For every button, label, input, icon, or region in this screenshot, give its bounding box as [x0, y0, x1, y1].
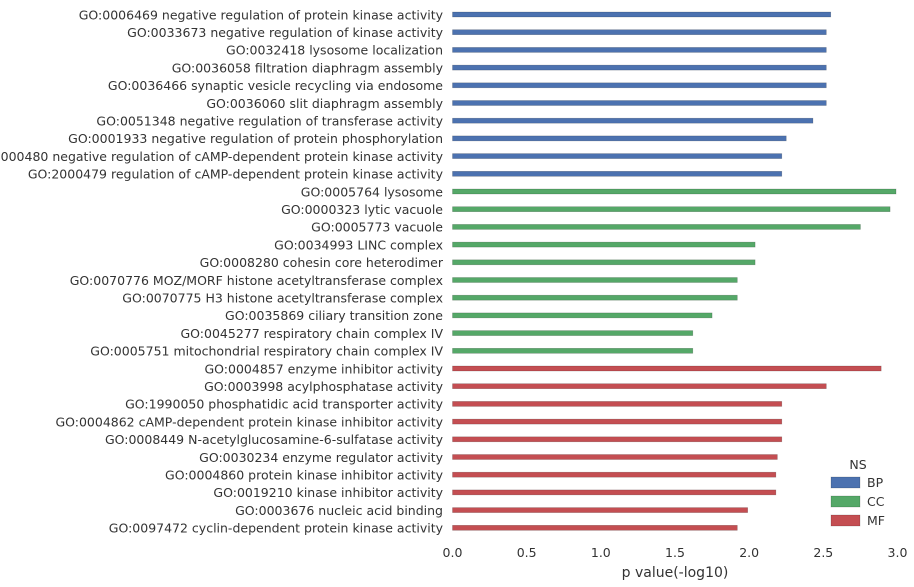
x-tick-label: 0.0: [443, 545, 463, 560]
category-label: GO:0004862 cAMP-dependent protein kinase…: [55, 414, 443, 429]
bar: [452, 330, 694, 336]
bar: [452, 524, 738, 531]
bar: [452, 418, 783, 425]
bar: [452, 29, 827, 36]
x-tick-label: 1.0: [591, 545, 611, 560]
category-label: GO:0005751 mitochondrial respiratory cha…: [90, 344, 443, 359]
category-label: GO:0033673 negative regulation of kinase…: [127, 25, 443, 40]
category-label: GO:0008449 N-acetylglucosamine-6-sulfata…: [105, 432, 444, 447]
category-label: GO:0034993 LINC complex: [274, 237, 443, 252]
x-axis-title: p value(-log10): [622, 565, 729, 581]
bar: [452, 153, 783, 159]
category-label: GO:0003998 acylphosphatase activity: [204, 379, 444, 394]
legend-title: NS: [849, 457, 866, 472]
bar: [452, 401, 783, 407]
category-label: GO:0030234 enzyme regulator activity: [199, 450, 443, 465]
bar: [452, 507, 748, 513]
bar: [452, 135, 787, 142]
bars-layer: [452, 11, 897, 531]
category-label: GO:0097472 cyclin-dependent protein kina…: [109, 521, 444, 536]
x-axis-ticks: 0.0 0.5 1.0 1.5 2.0 2.5 3.0: [443, 545, 908, 560]
legend: NS BP CC MF: [830, 457, 885, 528]
legend-items: BP CC MF: [830, 475, 885, 528]
category-label: GO:0004860 protein kinase inhibitor acti…: [165, 468, 444, 483]
category-label: GO:0032418 lysosome localization: [226, 43, 443, 58]
bar: [452, 294, 738, 301]
legend-swatch: [830, 495, 861, 508]
category-label: GO:0019210 kinase inhibitor activity: [213, 485, 443, 500]
legend-swatch: [830, 514, 861, 527]
bar: [452, 471, 777, 478]
bar: [452, 224, 861, 230]
legend-label: BP: [867, 475, 884, 490]
legend-swatch: [830, 476, 861, 489]
bar: [452, 489, 777, 496]
x-tick-label: 2.5: [813, 545, 833, 560]
category-label: GO:0070775 H3 histone acetyltransferase …: [122, 291, 443, 306]
category-label: GO:0045277 respiratory chain complex IV: [181, 326, 444, 341]
legend-label: CC: [867, 494, 885, 509]
x-tick-label: 0.5: [517, 545, 537, 560]
bar: [452, 171, 783, 177]
bar: [452, 347, 694, 354]
category-label: GO:0000323 lytic vacuole: [281, 202, 443, 217]
category-label: GO:0036060 slit diaphragm assembly: [206, 96, 443, 111]
bar: [452, 11, 832, 18]
bar: [452, 64, 827, 71]
bar: [452, 241, 756, 248]
x-tick-label: 2.0: [739, 545, 759, 560]
category-label: GO:0070776 MOZ/MORF histone acetyltransf…: [70, 273, 443, 288]
x-tick-label: 1.5: [665, 545, 685, 560]
x-tick-label: 3.0: [888, 545, 908, 560]
bar: [452, 100, 827, 106]
bar: [452, 188, 897, 195]
category-label: GO:0006469 negative regulation of protei…: [79, 7, 444, 22]
bar: [452, 117, 814, 124]
category-label: GO:0001933 negative regulation of protei…: [68, 131, 443, 146]
bar: [452, 277, 738, 283]
bar: [452, 47, 827, 53]
category-label: GO:2000479 regulation of cAMP-dependent …: [28, 167, 444, 182]
category-label: GO:1990050 phosphatidic acid transporter…: [125, 397, 443, 412]
bar: [452, 365, 882, 372]
bar: [452, 206, 891, 212]
category-label: GO:0008280 cohesin core heterodimer: [200, 255, 444, 270]
bar: [452, 82, 827, 89]
category-label: GO:0036058 filtration diaphragm assembly: [172, 60, 444, 75]
bar: [452, 436, 783, 443]
category-label: GO:2000480 negative regulation of cAMP-d…: [0, 149, 444, 164]
bar: [452, 259, 756, 266]
category-label: GO:0005773 vacuole: [311, 220, 443, 235]
category-label: GO:0035869 ciliary transition zone: [225, 308, 443, 323]
category-label: GO:0003676 nucleic acid binding: [235, 503, 443, 518]
category-label: GO:0036466 synaptic vesicle recycling vi…: [108, 78, 443, 93]
category-label: GO:0004857 enzyme inhibitor activity: [204, 361, 443, 376]
category-label: GO:0005764 lysosome: [301, 184, 444, 199]
legend-label: MF: [867, 513, 885, 528]
bar: [452, 312, 713, 319]
bar: [452, 454, 778, 460]
category-labels: GO:0006469 negative regulation of protei…: [0, 7, 444, 535]
category-label: GO:0051348 negative regulation of transf…: [96, 114, 443, 129]
bar: [452, 383, 827, 390]
